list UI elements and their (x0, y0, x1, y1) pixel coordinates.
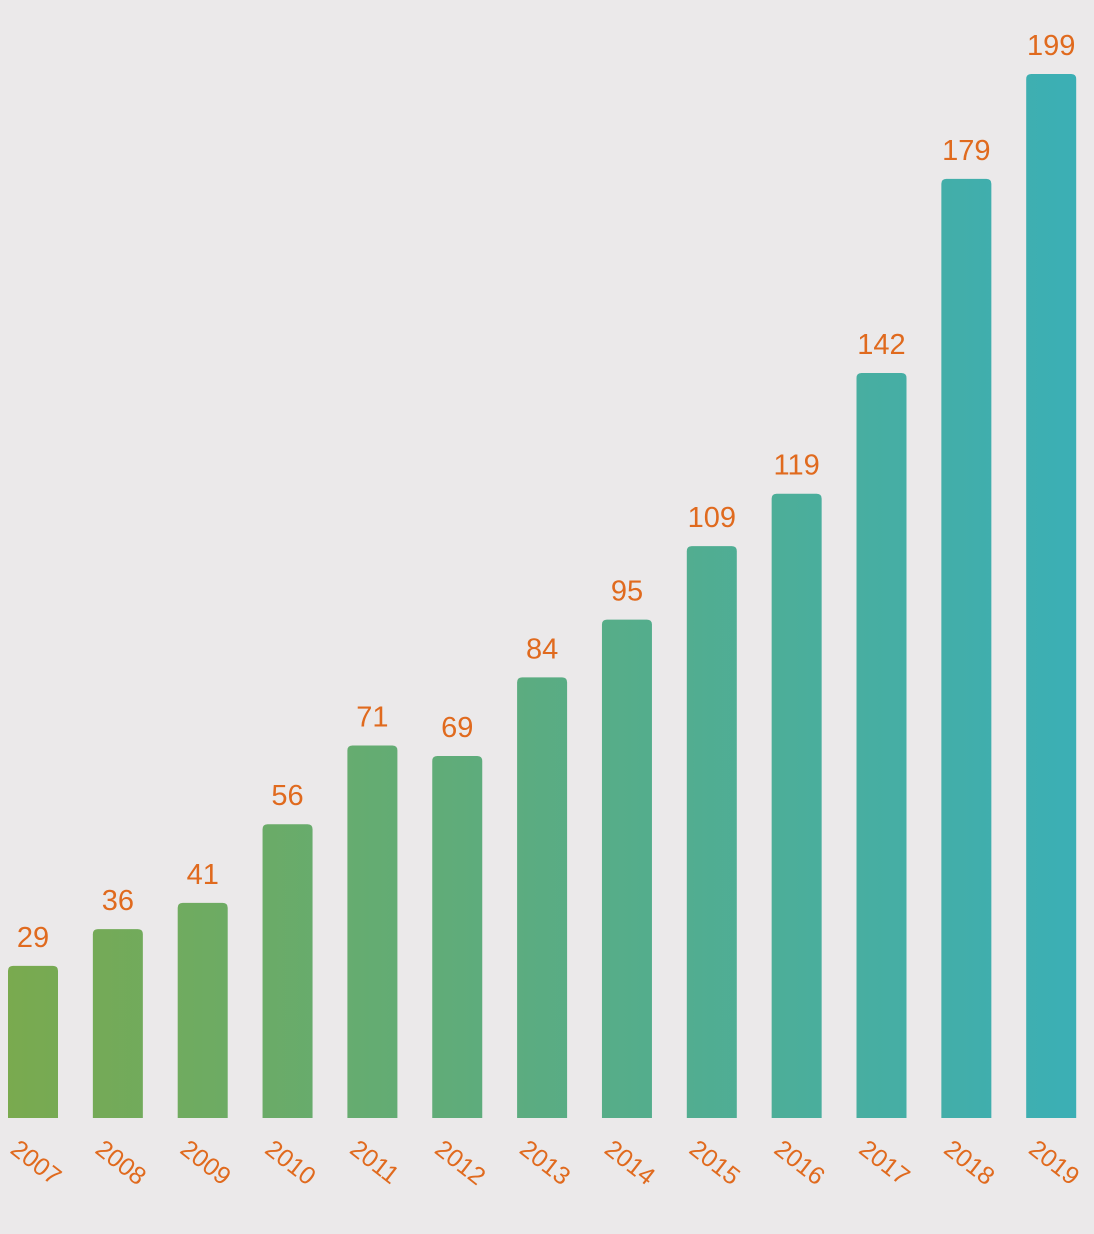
x-tick-label-2009: 2009 (175, 1135, 236, 1191)
data-label-2019: 199 (1027, 30, 1075, 62)
bar-2013 (517, 677, 568, 1118)
data-label-2011: 71 (356, 702, 388, 734)
x-tick-label-2010: 2010 (260, 1135, 321, 1191)
data-label-2007: 29 (17, 922, 49, 954)
data-label-2014: 95 (611, 576, 643, 608)
x-tick-label-2014: 2014 (599, 1135, 660, 1191)
bar-2015 (686, 546, 737, 1118)
x-tick-label-2012: 2012 (430, 1135, 491, 1191)
x-tick-label-2011: 2011 (345, 1135, 405, 1190)
bar-2007 (8, 965, 58, 1118)
data-label-2013: 84 (526, 633, 558, 665)
bar-2012 (432, 756, 483, 1118)
bar-2014 (601, 619, 652, 1118)
bars-layer (8, 74, 1077, 1119)
bar-2018 (941, 178, 992, 1118)
bar-2019 (1026, 74, 1077, 1118)
x-tick-label-2016: 2016 (769, 1135, 830, 1191)
x-tick-label-2018: 2018 (939, 1135, 1000, 1191)
bar-2017 (856, 373, 907, 1119)
x-tick-label-2008: 2008 (90, 1135, 151, 1191)
data-label-2010: 56 (271, 780, 303, 812)
data-label-2009: 41 (187, 859, 219, 891)
data-label-2015: 109 (688, 502, 736, 534)
data-label-2018: 179 (942, 135, 990, 167)
x-tick-label-2013: 2013 (514, 1135, 575, 1191)
x-axis-tick-labels: 2007 2008 2009 2010 2011 2012 2013 2014 2015 2016… (5, 1135, 1084, 1191)
x-tick-label-2007: 2007 (5, 1135, 66, 1191)
x-tick-label-2015: 2015 (684, 1135, 745, 1191)
bar-2016 (771, 493, 822, 1118)
value-labels-layer: 29 36 41 56 71 69 84 95 109 119 142 179 199 (17, 30, 1076, 954)
x-tick-label-2017: 2017 (854, 1135, 915, 1191)
data-label-2012: 69 (441, 712, 473, 744)
data-label-2008: 36 (102, 885, 134, 917)
data-label-2016: 119 (774, 450, 820, 482)
bar-2010 (262, 824, 313, 1118)
x-tick-label-2019: 2019 (1024, 1135, 1085, 1191)
bar-2011 (347, 745, 398, 1118)
bar-2008 (92, 929, 143, 1118)
data-label-2017: 142 (857, 329, 905, 361)
bar-2009 (177, 902, 228, 1118)
